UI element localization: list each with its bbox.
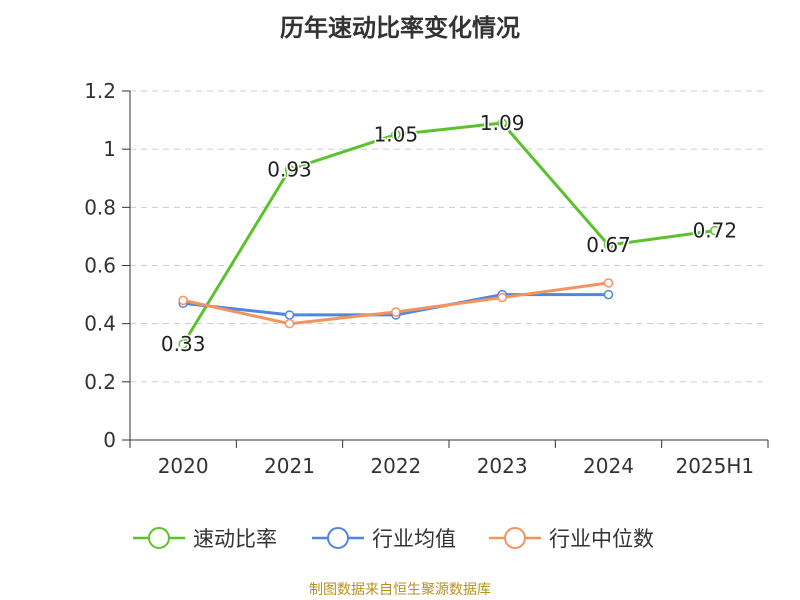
legend-label: 速动比率: [193, 527, 277, 551]
data-point-2: [603, 289, 614, 300]
y-tick-label: 1.2: [84, 79, 116, 103]
legend-symbol: [133, 527, 185, 549]
data-point-1: [284, 164, 295, 175]
data-point-1: [603, 240, 614, 250]
x-tick-label: 2021: [264, 454, 315, 478]
legend-marker: [148, 527, 170, 549]
data-point-3: [284, 318, 295, 329]
y-tick-label: 1: [103, 137, 116, 161]
data-labels: 0.33 0.93 1.05 1.09 0.67 0.72: [159, 109, 738, 357]
series-line-1: [181, 121, 716, 345]
legend-symbol: [312, 527, 364, 549]
data-point-3: [178, 295, 188, 306]
y-tick-label: 0.8: [84, 195, 116, 219]
chart-title: 历年速动比率变化情况: [280, 14, 520, 42]
legend-symbol: [489, 527, 541, 549]
axes: 0 0.2 0.4 0.6 0.8 1 1.2 2020 2021 2022 2023 2024 202…: [84, 79, 769, 478]
data-label: 0.67: [586, 233, 631, 257]
data-label: 0.33: [161, 332, 206, 356]
data-label: 1.05: [374, 123, 419, 147]
legend-marker: [504, 527, 526, 549]
x-tick-label: 2020: [158, 454, 209, 478]
legend-marker: [327, 527, 349, 549]
data-point-1: [710, 225, 720, 236]
x-tick-label: 2023: [477, 454, 528, 478]
data-point-1: [178, 339, 188, 349]
y-tick-label: 0: [103, 428, 116, 452]
legend-label: 行业中位数: [549, 527, 654, 551]
y-tick-label: 0.6: [84, 254, 116, 278]
x-tick-label: 2025H1: [675, 454, 754, 478]
data-point-3: [603, 278, 614, 288]
legend-item[interactable]: 行业中位数: [489, 520, 654, 556]
data-point-1: [497, 118, 507, 128]
legend-item[interactable]: 行业均值: [312, 520, 456, 556]
data-label: 1.09: [480, 111, 525, 135]
data-point-2: [284, 310, 295, 320]
x-tick-label: 2022: [370, 454, 421, 478]
legend-item[interactable]: 速动比率: [133, 520, 277, 556]
data-point-3: [497, 292, 507, 303]
source-note: 制图数据来自恒生聚源数据库: [309, 582, 491, 598]
y-tick-label: 0.4: [84, 312, 116, 336]
series-lines: [178, 118, 720, 349]
data-label: 0.93: [267, 158, 312, 182]
data-point-3: [391, 307, 401, 317]
legend-label: 行业均值: [372, 527, 456, 551]
legend: 速动比率 行业均值 行业中位数: [0, 520, 800, 556]
data-label: 0.72: [693, 219, 738, 243]
grid-lines: [130, 90, 768, 383]
y-tick-label: 0.2: [84, 370, 116, 394]
x-tick-label: 2024: [583, 454, 634, 478]
data-point-1: [391, 129, 401, 140]
